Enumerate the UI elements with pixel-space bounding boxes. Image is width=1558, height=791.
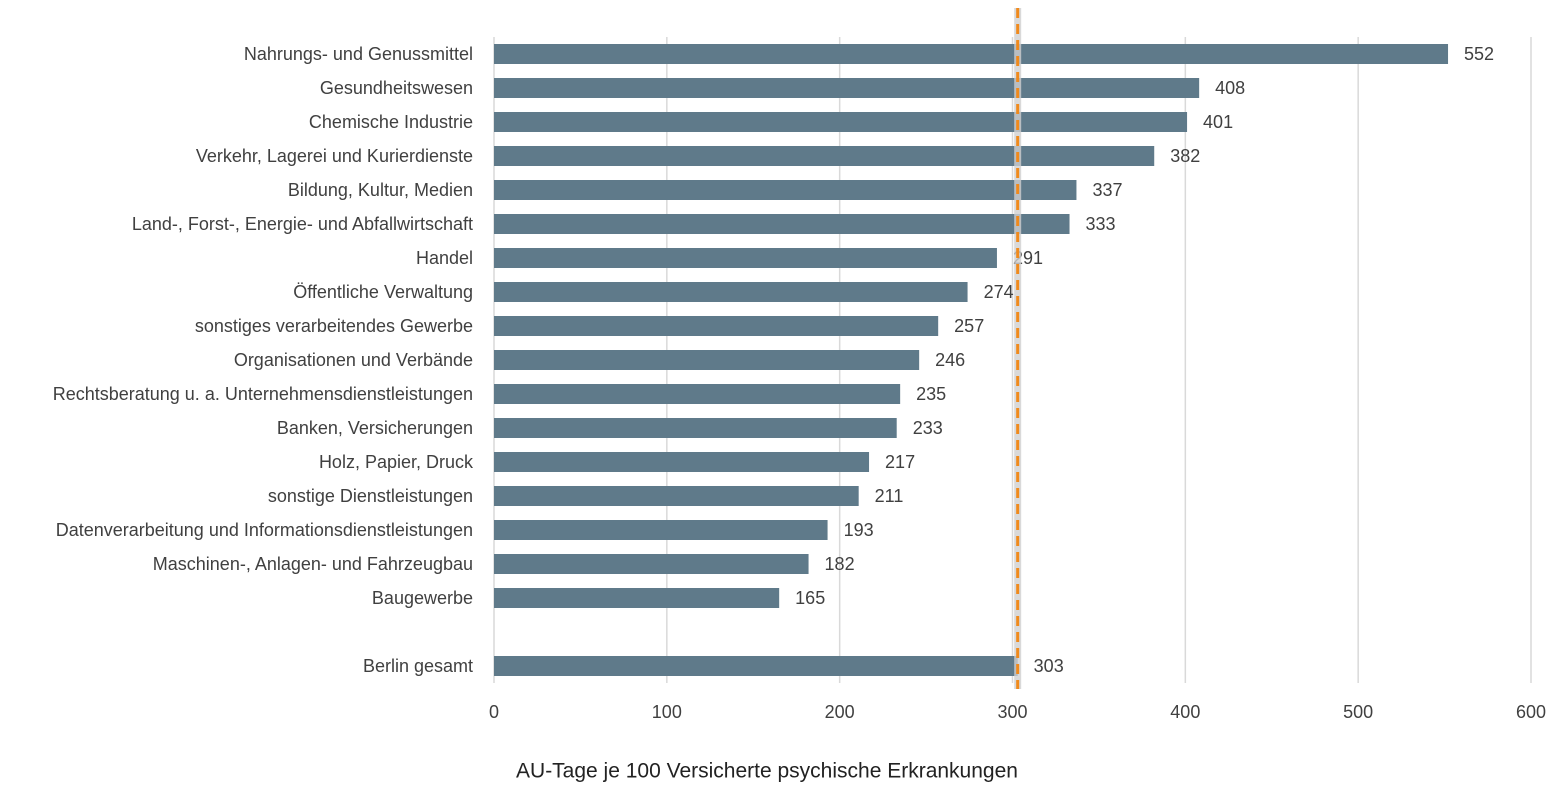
- bar: [494, 384, 901, 404]
- data-label: 233: [913, 418, 943, 438]
- bar: [494, 78, 1200, 98]
- data-label: 274: [984, 282, 1014, 302]
- data-label: 303: [1034, 656, 1064, 676]
- bar: [494, 486, 859, 506]
- y-tick-label: Berlin gesamt: [363, 656, 473, 676]
- bar: [494, 248, 997, 268]
- data-label: 408: [1215, 78, 1245, 98]
- y-tick-label: sonstige Dienstleistungen: [268, 486, 473, 506]
- data-label: 165: [795, 588, 825, 608]
- bar: [494, 656, 1018, 676]
- y-tick-label: Rechtsberatung u. a. Unternehmensdienstl…: [53, 384, 473, 404]
- x-tick-label: 0: [489, 702, 499, 722]
- data-label: 552: [1464, 44, 1494, 64]
- data-label: 246: [935, 350, 965, 370]
- bar: [494, 44, 1449, 64]
- x-axis-title: AU-Tage je 100 Versicherte psychische Er…: [516, 760, 1018, 783]
- y-tick-label: Banken, Versicherungen: [277, 418, 473, 438]
- y-tick-label: Chemische Industrie: [309, 112, 473, 132]
- data-label: 382: [1170, 146, 1200, 166]
- y-tick-label: Nahrungs- und Genussmittel: [244, 44, 473, 64]
- bar: [494, 112, 1188, 132]
- y-tick-label: Handel: [416, 248, 473, 268]
- data-label: 257: [954, 316, 984, 336]
- bar: [494, 452, 870, 472]
- y-tick-label: Holz, Papier, Druck: [319, 452, 474, 472]
- y-tick-label: Verkehr, Lagerei und Kurierdienste: [196, 146, 473, 166]
- x-tick-label: 100: [652, 702, 682, 722]
- data-label: 182: [825, 554, 855, 574]
- y-tick-label: sonstiges verarbeitendes Gewerbe: [195, 316, 473, 336]
- bar: [494, 146, 1155, 166]
- y-tick-label: Organisationen und Verbände: [234, 350, 473, 370]
- bar: [494, 350, 920, 370]
- bar: [494, 554, 809, 574]
- bar: [494, 214, 1070, 234]
- data-label: 337: [1092, 180, 1122, 200]
- bar: [494, 316, 939, 336]
- y-tick-label: Gesundheitswesen: [320, 78, 473, 98]
- data-label: 235: [916, 384, 946, 404]
- x-tick-label: 200: [825, 702, 855, 722]
- y-tick-label: Öffentliche Verwaltung: [293, 282, 473, 302]
- bar: [494, 180, 1077, 200]
- y-tick-label: Bildung, Kultur, Medien: [288, 180, 473, 200]
- x-tick-label: 400: [1170, 702, 1200, 722]
- data-label: 333: [1086, 214, 1116, 234]
- y-tick-label: Datenverarbeitung und Informationsdienst…: [56, 520, 473, 540]
- x-tick-label: 600: [1516, 702, 1546, 722]
- bar: [494, 588, 780, 608]
- data-label: 401: [1203, 112, 1233, 132]
- data-label: 211: [875, 486, 904, 506]
- x-tick-label: 500: [1343, 702, 1373, 722]
- data-label: 217: [885, 452, 915, 472]
- y-tick-label: Baugewerbe: [372, 588, 473, 608]
- bar: [494, 418, 897, 438]
- data-label: 193: [844, 520, 874, 540]
- bar: [494, 520, 828, 540]
- bar: [494, 282, 968, 302]
- y-tick-label: Land-, Forst-, Energie- und Abfallwirtsc…: [132, 214, 473, 234]
- x-tick-label: 300: [997, 702, 1027, 722]
- y-tick-label: Maschinen-, Anlagen- und Fahrzeugbau: [153, 554, 473, 574]
